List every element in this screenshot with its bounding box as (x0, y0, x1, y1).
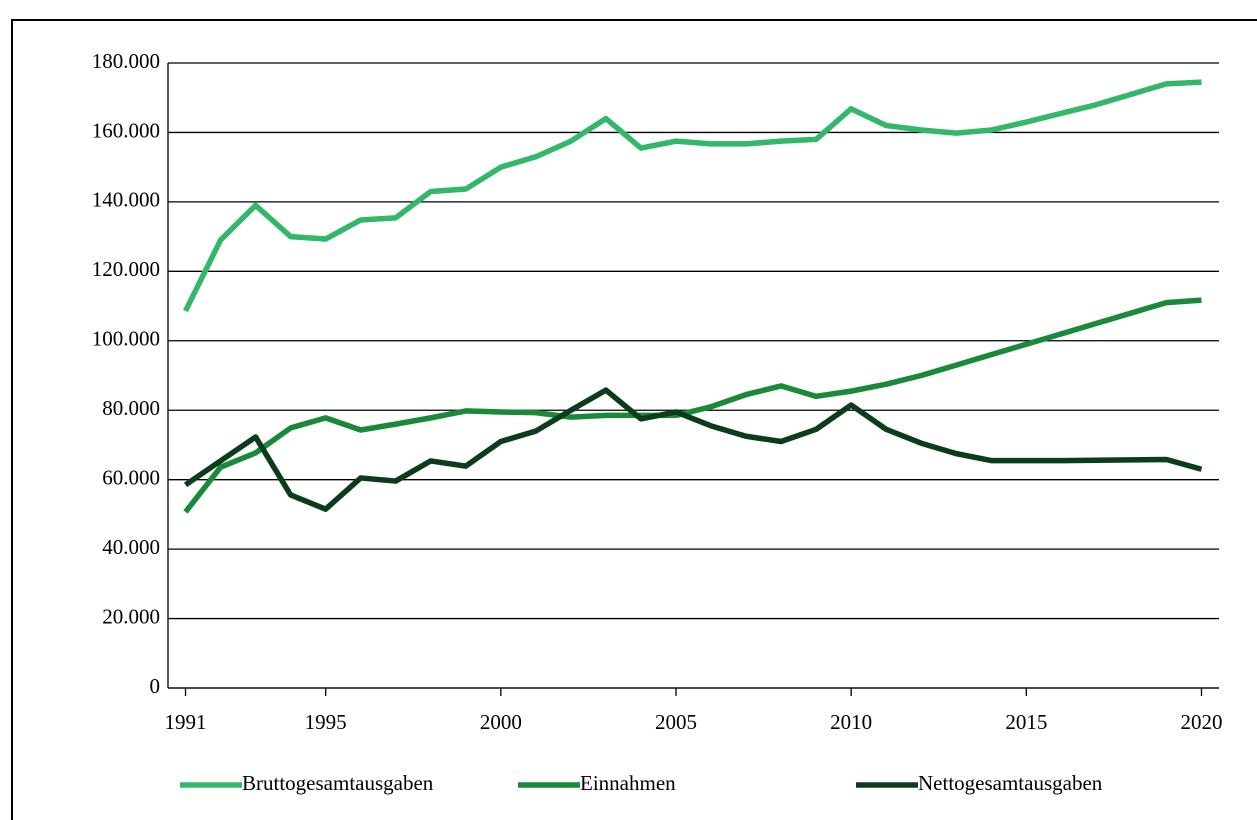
frame (11, 19, 1257, 820)
y-tick-label: 100.000 (92, 327, 160, 351)
x-tick-label: 2005 (655, 710, 697, 734)
y-tick-label: 140.000 (92, 188, 160, 212)
y-tick-label: 120.000 (92, 257, 160, 281)
series-line (183, 297, 1202, 514)
x-tick-label: 2010 (830, 710, 872, 734)
x-tick-label: 1991 (165, 710, 207, 734)
legend-label: Bruttogesamtausgaben (242, 771, 434, 795)
y-tick-label: 40.000 (102, 535, 160, 559)
series-line (183, 387, 1203, 512)
series-line (183, 79, 1202, 313)
legend-label: Einnahmen (580, 771, 676, 795)
legend-label: Nettogesamtausgaben (918, 771, 1103, 795)
y-tick-label: 80.000 (102, 396, 160, 420)
y-tick-label: 160.000 (92, 118, 160, 142)
x-tick-label: 2000 (480, 710, 522, 734)
x-tick-label: 2015 (1005, 710, 1047, 734)
y-tick-label: 20.000 (102, 604, 160, 628)
y-tick-label: 180.000 (92, 49, 160, 73)
y-tick-label: 60.000 (102, 465, 160, 489)
x-tick-label: 1995 (305, 710, 347, 734)
x-tick-label: 2020 (1180, 710, 1222, 734)
y-tick-label: 0 (150, 674, 161, 698)
